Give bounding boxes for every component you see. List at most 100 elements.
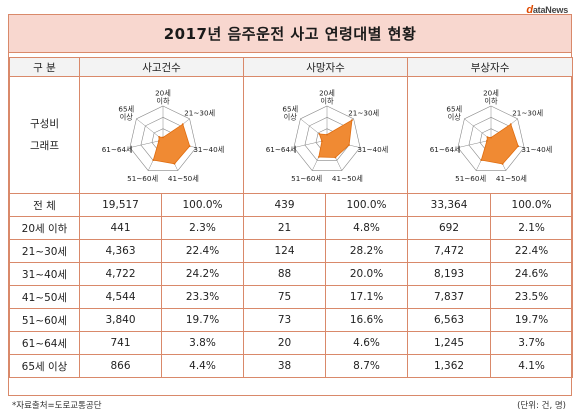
radar-chart-injuries-cell: 20세 이하 21~30세 31~40세 41~50세 51~60세 61~64세 65세 이상	[407, 76, 574, 194]
radar-spoke	[464, 118, 492, 140]
deaths-count: 21	[243, 216, 327, 240]
deaths-pct: 28.2%	[325, 239, 409, 263]
accidents-pct: 19.7%	[160, 308, 245, 332]
graph-label-cell: 구성비 그래프	[9, 76, 80, 194]
radar-axis-label: 51~60세	[291, 174, 322, 183]
accidents-pct: 23.3%	[160, 285, 245, 309]
title-bar: 2017년 음주운전 사고 연령대별 현황	[9, 15, 571, 53]
radar-point	[317, 132, 320, 135]
graph-label-line2: 그래프	[30, 140, 59, 152]
radar-axis-label: 21~30세	[348, 108, 379, 117]
radar-series-area	[480, 123, 519, 164]
radar-grid-ring	[457, 105, 525, 171]
radar-series-area	[152, 123, 190, 164]
radar-point	[157, 135, 160, 138]
injuries-count: 7,837	[407, 285, 492, 309]
radar-point	[486, 135, 489, 138]
injuries-pct: 23.5%	[490, 285, 574, 309]
accidents-count: 4,363	[79, 239, 162, 263]
datanews-logo: dataNews	[526, 4, 568, 16]
header-accidents: 사고건수	[78, 57, 245, 77]
accidents-count: 19,517	[79, 193, 162, 217]
radar-point	[517, 144, 520, 147]
unit-note: (단위: 건, 명)	[517, 401, 566, 411]
table-row: 61~64세 741 3.8% 20 4.6% 1,245 3.7%	[9, 331, 574, 355]
radar-point	[480, 158, 483, 161]
radar-axis-label: 41~50세	[167, 174, 198, 183]
radar-point	[173, 162, 175, 165]
radar-axis-label: 21~30세	[512, 108, 543, 117]
radar-axis-label: 61~64세	[265, 145, 296, 154]
radar-axis-label: 41~50세	[331, 174, 362, 183]
row-label: 41~50세	[9, 285, 80, 309]
radar-axis-label: 41~50세	[496, 174, 527, 183]
radar-axis-label: 31~40세	[521, 145, 552, 154]
deaths-pct: 4.6%	[325, 331, 409, 355]
accidents-count: 441	[79, 216, 162, 240]
radar-axis-label: 21~30세	[184, 108, 215, 117]
total-row: 전 체 19,517 100.0% 439 100.0% 33,364 100.…	[9, 193, 574, 217]
radar-chart-deaths-cell: 20세 이하 21~30세 31~40세 41~50세 51~60세 61~64세 65세 이상	[243, 76, 409, 194]
deaths-count: 20	[243, 331, 327, 355]
radar-spoke	[457, 139, 492, 148]
radar-point	[350, 118, 353, 121]
injuries-count: 8,193	[407, 262, 492, 286]
deaths-count: 75	[243, 285, 327, 309]
deaths-count: 439	[243, 193, 327, 217]
injuries-count: 1,245	[407, 331, 492, 355]
page-title: 2017년 음주운전 사고 연령대별 현황	[163, 25, 417, 43]
radar-axis-label: 20세 이하	[155, 88, 171, 105]
radar-grid-ring	[293, 105, 360, 171]
accidents-pct: 2.3%	[160, 216, 245, 240]
injuries-pct: 100.0%	[490, 193, 574, 217]
accidents-count: 4,722	[79, 262, 162, 286]
deaths-count: 73	[243, 308, 327, 332]
row-label: 31~40세	[9, 262, 80, 286]
deaths-pct: 8.7%	[325, 354, 409, 378]
injuries-pct: 24.6%	[490, 262, 574, 286]
radar-point	[320, 139, 323, 142]
radar-point	[509, 122, 512, 125]
deaths-pct: 20.0%	[325, 262, 409, 286]
row-label: 20세 이하	[9, 216, 80, 240]
radar-chart-accidents: 20세 이하 21~30세 31~40세 41~50세 51~60세 61~64세 65세 이상	[101, 88, 224, 183]
radar-point	[334, 156, 336, 158]
radar-axis-label: 51~60세	[455, 174, 486, 183]
injuries-count: 33,364	[407, 193, 492, 217]
radar-axis-label: 20세 이하	[483, 88, 499, 105]
radar-chart-accidents-cell: 20세 이하 21~30세 31~40세 41~50세 51~60세 61~64세 65세 이상	[78, 76, 245, 194]
deaths-pct: 4.8%	[325, 216, 409, 240]
accidents-pct: 100.0%	[160, 193, 245, 217]
header-row: 구 분 사고건수 사망자수 부상자수	[9, 57, 574, 77]
radar-point	[486, 139, 488, 142]
row-label: 61~64세	[9, 331, 80, 355]
radar-point	[501, 162, 504, 165]
injuries-count: 6,563	[407, 308, 492, 332]
table-row: 31~40세 4,722 24.2% 88 20.0% 8,193 24.6%	[9, 262, 574, 286]
deaths-count: 88	[243, 262, 327, 286]
table-row: 51~60세 3,840 19.7% 73 16.6% 6,563 19.7%	[9, 308, 574, 332]
deaths-pct: 16.6%	[325, 308, 409, 332]
injuries-pct: 4.1%	[490, 354, 574, 378]
radar-axis-label: 65세 이상	[446, 104, 462, 121]
injuries-count: 7,472	[407, 239, 492, 263]
radar-point	[151, 158, 154, 161]
row-label: 전 체	[9, 193, 80, 217]
chart-row: 구성비 그래프 20세 이하 21~30세 31~40세 41~50세 51~60세 61~…	[9, 76, 574, 194]
radar-axis-label: 31~40세	[193, 145, 224, 154]
injuries-pct: 19.7%	[490, 308, 574, 332]
table-row: 20세 이하 441 2.3% 21 4.8% 692 2.1%	[9, 216, 574, 240]
radar-chart-deaths: 20세 이하 21~30세 31~40세 41~50세 51~60세 61~64세 65세 이상	[265, 88, 388, 183]
radar-point	[181, 122, 184, 125]
deaths-pct: 17.1%	[325, 285, 409, 309]
radar-point	[325, 133, 328, 135]
deaths-pct: 100.0%	[325, 193, 409, 217]
injuries-count: 1,362	[407, 354, 492, 378]
radar-point	[347, 143, 350, 146]
accidents-pct: 22.4%	[160, 239, 245, 263]
header-category: 구 분	[9, 57, 80, 77]
accidents-count: 866	[79, 354, 162, 378]
row-label: 65세 이상	[9, 354, 80, 378]
radar-axis-label: 20세 이하	[319, 88, 335, 105]
injuries-pct: 22.4%	[490, 239, 574, 263]
